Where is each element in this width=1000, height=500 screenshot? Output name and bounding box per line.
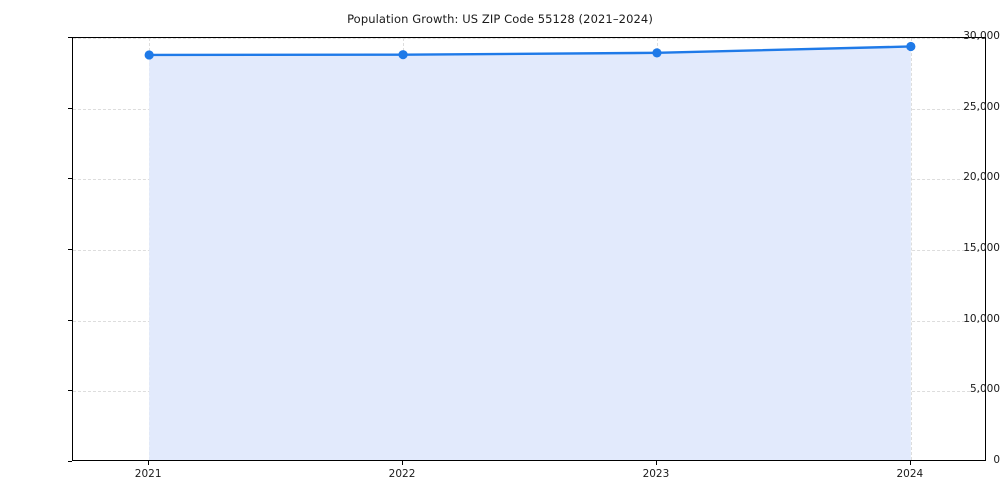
y-axis-tick-label: 5,000 bbox=[969, 383, 1000, 396]
x-axis-tick-label: 2023 bbox=[642, 468, 670, 480]
series-area-line bbox=[144, 41, 916, 460]
y-axis-tick-mark bbox=[68, 178, 72, 180]
x-axis-tick-mark bbox=[655, 461, 657, 465]
data-point-marker[interactable] bbox=[398, 50, 408, 60]
plot-area bbox=[72, 37, 986, 461]
data-point-marker[interactable] bbox=[906, 41, 916, 52]
y-axis-tick-label: 20,000 bbox=[963, 171, 1000, 184]
gridline-horizontal bbox=[73, 38, 985, 39]
x-axis-tick-mark bbox=[402, 461, 404, 465]
series-line bbox=[147, 45, 913, 57]
y-axis-tick-mark bbox=[68, 461, 72, 462]
x-axis-tick-label: 2024 bbox=[896, 468, 924, 480]
y-axis-tick-label: 25,000 bbox=[963, 100, 1000, 113]
x-axis-tick-label: 2021 bbox=[134, 468, 162, 480]
y-axis-tick-label: 30,000 bbox=[963, 30, 1000, 42]
y-axis-tick-mark bbox=[68, 107, 72, 109]
x-axis-tick-mark bbox=[909, 461, 911, 465]
x-axis-tick-label: 2022 bbox=[388, 468, 416, 480]
x-axis-tick-mark bbox=[148, 461, 150, 465]
y-axis-tick-label: 10,000 bbox=[963, 312, 1000, 325]
chart-title: Population Growth: US ZIP Code 55128 (20… bbox=[347, 12, 653, 26]
y-axis-tick-mark bbox=[68, 37, 72, 38]
y-axis-tick-mark bbox=[68, 390, 72, 392]
y-axis-tick-label: 15,000 bbox=[963, 242, 1000, 254]
data-point-marker[interactable] bbox=[652, 48, 662, 58]
data-point-marker[interactable] bbox=[144, 50, 154, 60]
y-axis-tick-mark bbox=[68, 319, 72, 321]
gridline-vertical bbox=[910, 38, 912, 460]
area-fill bbox=[149, 46, 911, 460]
y-axis-tick-label: 0 bbox=[993, 454, 1000, 466]
y-axis-tick-mark bbox=[68, 249, 72, 250]
